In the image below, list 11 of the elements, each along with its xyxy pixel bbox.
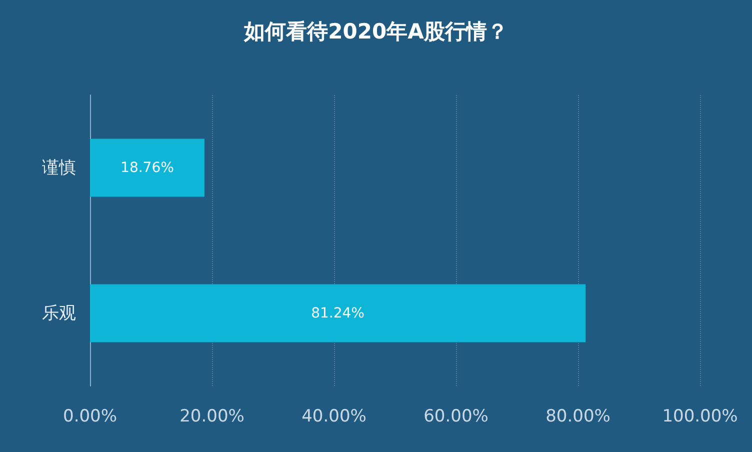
data-label: 81.24%	[311, 305, 364, 322]
x-tick-label: 60.00%	[424, 406, 488, 426]
x-tick-label: 80.00%	[546, 406, 610, 426]
y-tick-label: 乐观	[42, 303, 76, 324]
y-tick-label: 谨慎	[42, 158, 76, 178]
x-tick-label: 40.00%	[302, 406, 366, 426]
data-label: 18.76%	[120, 160, 174, 176]
x-tick-label: 20.00%	[180, 406, 244, 426]
x-tick-label: 0.00%	[62, 406, 118, 426]
x-tick-label: 100.00%	[662, 406, 738, 426]
chart-title: 如何看待2020年A股行情？	[243, 20, 508, 44]
